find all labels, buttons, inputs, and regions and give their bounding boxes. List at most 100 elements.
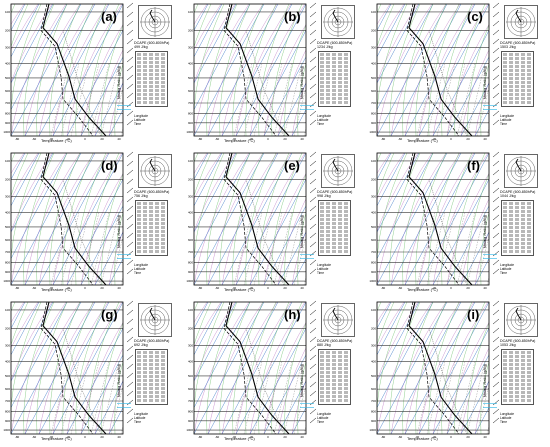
pressure-tick-label: 500 (5, 76, 10, 80)
pressure-tick-label: 300 (371, 344, 376, 348)
dcape-text: DCAPE (600-800hPa) 499 J/kg (134, 41, 169, 49)
temperature-tick-label: 20 (466, 435, 470, 439)
panel-label: (d) (101, 158, 118, 173)
stats-sidebar: DCAPE (600-850hPa) 1053 J/kg Longitude Lati… (498, 301, 550, 441)
temperature-tick-label: -20 (66, 137, 71, 141)
temperature-tick-label: -80 (381, 435, 386, 439)
pressure-tick-label: 400 (188, 61, 193, 65)
pressure-tick-label: 500 (371, 374, 376, 378)
pressure-tick-label: 300 (5, 46, 10, 50)
pressure-tick-label: 500 (5, 374, 10, 378)
stats-sidebar: DCAPE (600-800hPa) 499 J/kg Longitude Latit… (132, 3, 184, 143)
hodograph (138, 154, 172, 188)
stats-sidebar: DCAPE (600-850hPa) 880 J/kg Longitude Latit… (315, 301, 367, 441)
stats-sidebar: DCAPE (600-850hPa) 998 J/kg Longitude Latit… (315, 152, 367, 292)
temperature-tick-label: -20 (432, 435, 437, 439)
temperature-tick-label: 20 (100, 137, 104, 141)
dcape-text: DCAPE (600-850hPa) 756 J/kg (134, 190, 169, 198)
x-axis-label: Temperature (°C) (407, 287, 438, 292)
x-axis-label: Temperature (°C) (224, 138, 255, 143)
dcape-text: DCAPE (600-850hPa) 1234 J/kg (317, 41, 352, 49)
temperature-tick-label: 0 (450, 137, 452, 141)
pressure-tick-label: 1000 (186, 279, 193, 283)
pressure-tick-label: 400 (5, 61, 10, 65)
temperature-tick-label: 0 (267, 286, 269, 290)
mixing-ratio-label: Mixing Ratio (g/kg) (116, 364, 121, 398)
pressure-tick-label: 200 (5, 326, 10, 330)
hodograph (504, 154, 538, 188)
stats-sidebar: DCAPE (600-850hPa) 756 J/kg Longitude Latit… (132, 152, 184, 292)
temperature-tick-label: -40 (49, 435, 54, 439)
pressure-tick-label: 900 (188, 121, 193, 125)
location-metadata: Longitude Latitude Time (134, 263, 148, 275)
pressure-tick-label: 500 (371, 225, 376, 229)
temperature-tick-label: 40 (300, 286, 304, 290)
pressure-tick-label: 500 (371, 76, 376, 80)
pressure-tick-label: 900 (5, 270, 10, 274)
pressure-tick-label: 400 (371, 359, 376, 363)
pressure-tick-label: 500 (188, 76, 193, 80)
temperature-tick-label: -40 (415, 286, 420, 290)
pressure-tick-label: 700 (188, 399, 193, 403)
stats-sidebar: DCAPE (600-850hPa) 1234 J/kg Longitude Lati… (315, 3, 367, 143)
meta-label: Latitude (134, 415, 146, 420)
hodograph (321, 154, 355, 188)
meta-label: Latitude (317, 266, 329, 271)
pressure-tick-label: 300 (188, 344, 193, 348)
pressure-tick-label: 400 (371, 61, 376, 65)
location-metadata: Longitude Latitude Time (134, 114, 148, 126)
pressure-tick-label: 600 (5, 238, 10, 242)
dcape-value: 1053 J/kg (500, 343, 516, 347)
x-axis-label: Temperature (°C) (41, 436, 72, 441)
pressure-tick-label: 700 (5, 250, 10, 254)
pressure-tick-label: 700 (5, 399, 10, 403)
dcape-value: 1234 J/kg (317, 45, 333, 49)
pressure-tick-label: 900 (188, 270, 193, 274)
stability-indices-table (135, 349, 168, 405)
pressure-tick-label: 200 (5, 177, 10, 181)
pressure-tick-label: 300 (188, 195, 193, 199)
meta-label: Time (500, 419, 507, 424)
location-metadata: Longitude Latitude Time (500, 263, 514, 275)
meta-label: Time (317, 270, 324, 275)
stability-indices-table (318, 51, 351, 107)
panel-label: (b) (284, 9, 301, 24)
pressure-tick-label: 800 (5, 112, 10, 116)
pressure-tick-label: 1000 (369, 130, 376, 134)
pressure-tick-label: 800 (371, 112, 376, 116)
meta-label: Longitude (500, 412, 515, 416)
x-axis-label: Temperature (°C) (224, 287, 255, 292)
panel-label: (e) (284, 158, 300, 173)
pressure-tick-label: 200 (371, 28, 376, 32)
skewt-panel: 100 200 300 400 500 600 700 800 900 1000 -80 -60 -40… (1, 149, 184, 298)
skewt-panel: 100 200 300 400 500 600 700 800 900 1000 -80 -60 -40… (1, 0, 184, 149)
mixing-ratio-label: Mixing Ratio (g/kg) (482, 364, 487, 398)
meta-label: Longitude (317, 263, 332, 267)
meta-label: Latitude (317, 415, 329, 420)
temperature-tick-label: -40 (415, 137, 420, 141)
temperature-tick-label: 20 (283, 137, 287, 141)
pressure-tick-label: 600 (188, 89, 193, 93)
dcape-layer: DCAPE (600-850hPa) (317, 190, 353, 194)
dcape-value: 1503 J/kg (500, 45, 516, 49)
pressure-tick-label: 800 (188, 261, 193, 265)
temperature-tick-label: -60 (32, 286, 37, 290)
meta-label: Time (134, 419, 141, 424)
temperature-tick-label: -80 (15, 286, 20, 290)
location-metadata: Longitude Latitude Time (317, 412, 331, 424)
meta-label: Time (134, 121, 141, 126)
temperature-tick-label: -20 (249, 435, 254, 439)
temperature-tick-label: 0 (84, 137, 86, 141)
pressure-tick-label: 1000 (3, 428, 10, 432)
dcape-layer: DCAPE (600-850hPa) (134, 190, 170, 194)
pressure-tick-label: 200 (5, 28, 10, 32)
pressure-tick-label: 1000 (186, 428, 193, 432)
pressure-tick-label: 500 (188, 374, 193, 378)
skewt-panel: 100 200 300 400 500 600 700 800 900 1000 -80 -60 -40… (184, 0, 367, 149)
pressure-tick-label: 1000 (186, 130, 193, 134)
temperature-tick-label: 40 (117, 137, 121, 141)
location-metadata: Longitude Latitude Time (134, 412, 148, 424)
